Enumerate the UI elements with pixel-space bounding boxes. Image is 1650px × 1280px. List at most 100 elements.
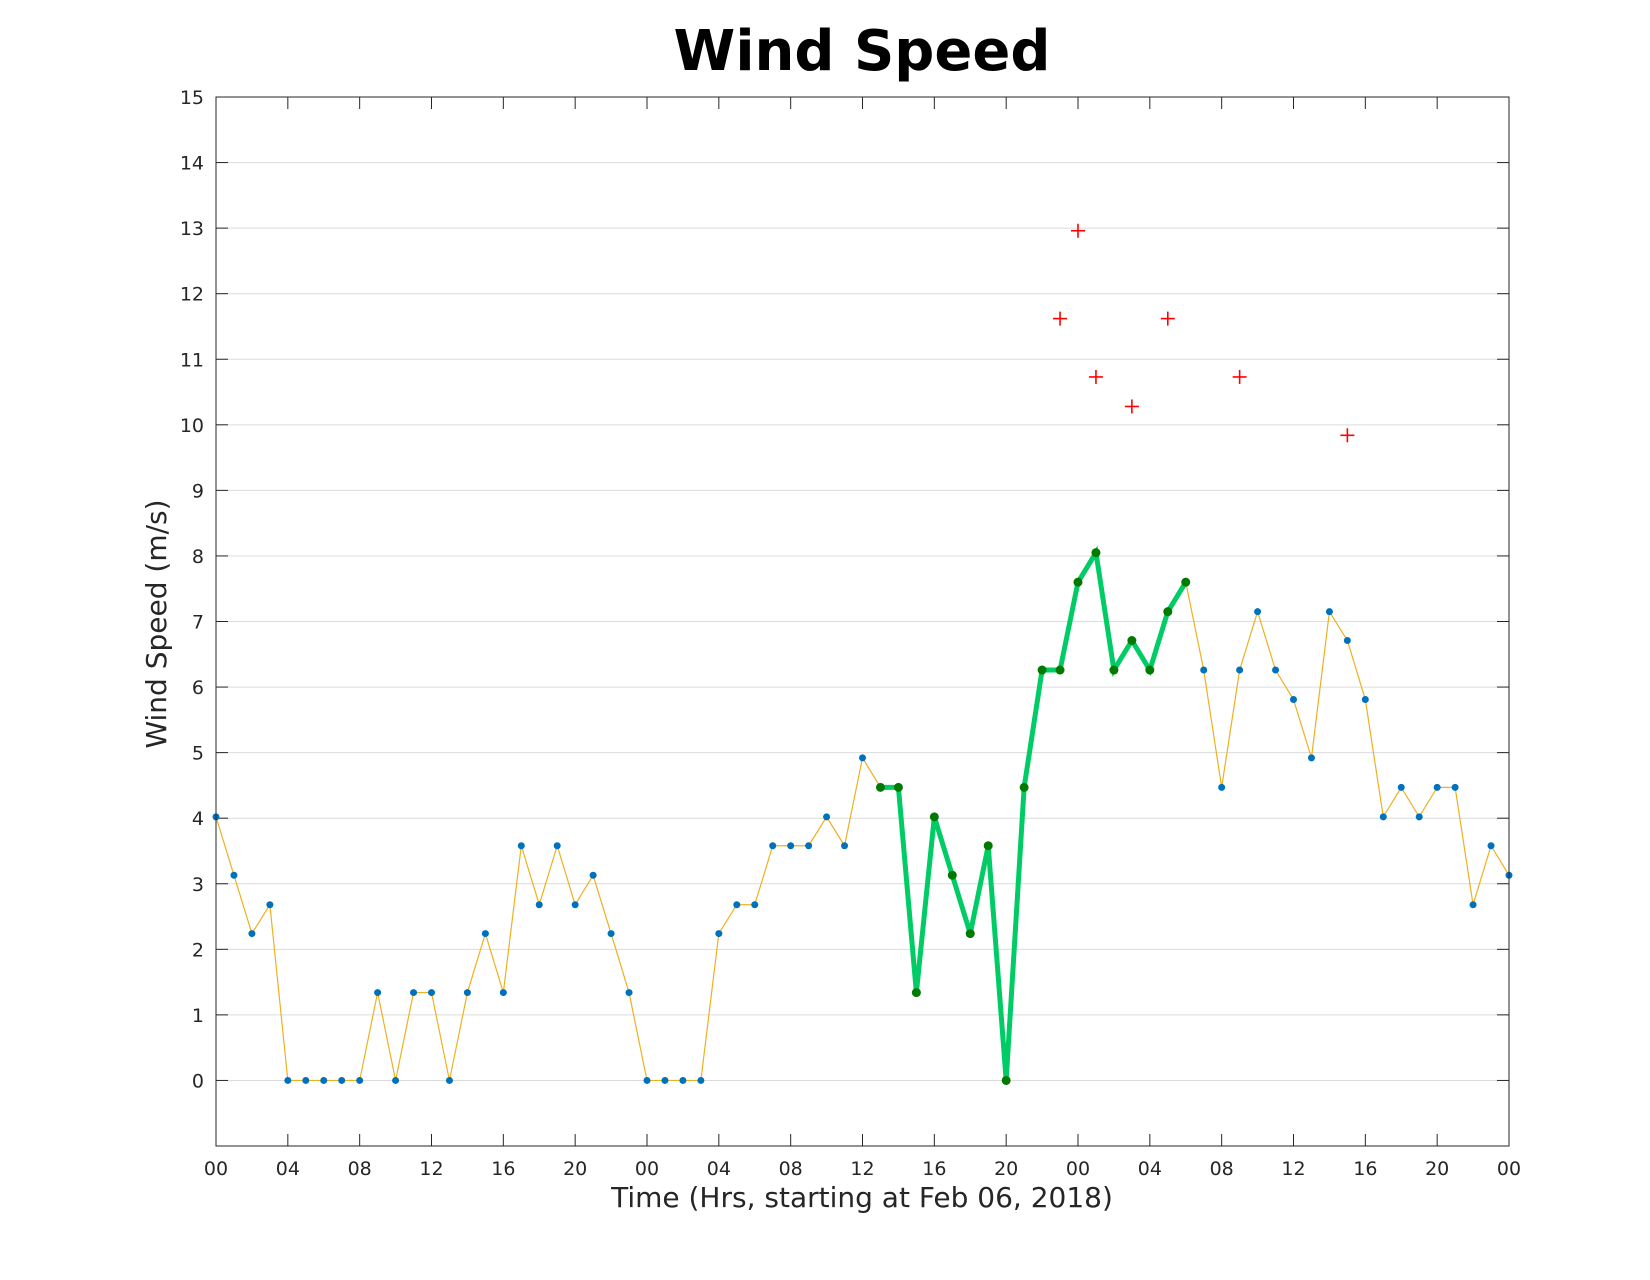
y-tick-label: 10	[180, 415, 204, 437]
highlight-point	[1109, 665, 1119, 675]
data-point	[410, 989, 418, 997]
highlight-point	[1037, 665, 1047, 675]
gust-marker	[1160, 311, 1175, 326]
x-tick-label: 20	[994, 1158, 1018, 1180]
data-point	[284, 1076, 292, 1084]
x-tick-label: 04	[276, 1158, 300, 1180]
highlight-point	[1019, 782, 1029, 792]
data-point	[751, 901, 759, 909]
data-point	[535, 901, 543, 909]
data-point	[481, 930, 489, 938]
highlight-point	[947, 870, 957, 880]
y-axis-label: Wind Speed (m/s)	[140, 499, 173, 748]
highlight-point	[1073, 577, 1083, 587]
y-tick-label: 14	[180, 153, 204, 175]
x-tick-label: 20	[563, 1158, 587, 1180]
data-point	[445, 1076, 453, 1084]
y-tick-label: 8	[192, 546, 204, 568]
x-axis-label: Time (Hrs, starting at Feb 06, 2018)	[610, 1181, 1113, 1214]
y-tick-label: 6	[192, 677, 204, 699]
data-point	[356, 1076, 364, 1084]
data-point	[1379, 813, 1387, 821]
x-tick-label: 08	[779, 1158, 803, 1180]
y-tick-label: 7	[192, 612, 204, 634]
data-point	[1307, 754, 1315, 762]
data-point	[823, 813, 831, 821]
x-tick-label: 12	[1281, 1158, 1305, 1180]
data-point	[1325, 608, 1333, 616]
data-point	[643, 1076, 651, 1084]
x-tick-label: 00	[635, 1158, 659, 1180]
highlight-point	[983, 841, 993, 851]
data-point	[374, 989, 382, 997]
data-point	[248, 930, 256, 938]
gridlines	[216, 96, 1509, 1081]
x-tick-label: 04	[1138, 1158, 1162, 1180]
series-2	[875, 545, 1191, 1085]
y-tick-label: 13	[180, 218, 204, 240]
gust-marker	[1088, 369, 1103, 384]
chart-title: Wind Speed	[674, 19, 1051, 84]
highlight-point	[1145, 665, 1155, 675]
x-tick-label: 12	[419, 1158, 443, 1180]
y-tick-label: 9	[192, 480, 204, 502]
data-point	[625, 989, 633, 997]
y-tick-label: 12	[180, 284, 204, 306]
data-point	[733, 901, 741, 909]
x-tick-label: 08	[1210, 1158, 1234, 1180]
x-tick-label: 00	[1497, 1158, 1521, 1180]
highlight-point	[1055, 665, 1065, 675]
data-point	[715, 930, 723, 938]
highlight-point	[1127, 636, 1137, 646]
data-point	[1200, 666, 1208, 674]
data-point	[1469, 901, 1477, 909]
data-point	[338, 1076, 346, 1084]
data-point	[679, 1076, 687, 1084]
series-3	[1053, 223, 1355, 443]
data-point	[661, 1076, 669, 1084]
data-point	[517, 842, 525, 850]
data-point	[859, 754, 866, 762]
highlight-point	[1001, 1075, 1011, 1085]
data-point	[1361, 696, 1369, 704]
y-tick-label: 0	[192, 1070, 204, 1092]
highlight-point	[965, 929, 975, 939]
y-tick-label: 4	[192, 808, 204, 830]
x-tick-label: 04	[707, 1158, 731, 1180]
data-point	[1290, 696, 1297, 704]
highlight-line	[880, 545, 1188, 1081]
highlight-point	[1181, 577, 1191, 587]
x-tick-label: 08	[348, 1158, 372, 1180]
data-point	[320, 1076, 328, 1084]
data-point	[1451, 783, 1459, 791]
data-point	[1218, 783, 1226, 791]
x-tick-label: 16	[491, 1158, 515, 1180]
gust-marker	[1340, 428, 1355, 443]
gust-marker	[1071, 223, 1085, 238]
data-point	[1433, 783, 1441, 791]
data-point	[1272, 666, 1280, 674]
x-tick-label: 16	[922, 1158, 946, 1180]
data-point	[589, 871, 597, 879]
data-point	[1415, 813, 1423, 821]
data-point	[553, 842, 561, 850]
highlight-point	[1091, 548, 1101, 558]
data-point	[571, 901, 579, 909]
plot-series	[212, 223, 1513, 1085]
highlight-point	[875, 782, 885, 792]
data-point	[697, 1076, 705, 1084]
highlight-point	[1163, 607, 1173, 617]
data-point	[302, 1076, 310, 1084]
highlight-point	[929, 812, 939, 822]
axes-box	[215, 96, 1510, 1147]
x-tick-label: 20	[1425, 1158, 1449, 1180]
gust-marker	[1053, 311, 1068, 326]
y-tick-label: 2	[192, 939, 204, 961]
data-point	[1254, 608, 1262, 616]
data-point	[1236, 666, 1244, 674]
data-point	[230, 871, 238, 879]
y-tick-label: 5	[192, 743, 204, 765]
data-point	[787, 842, 795, 850]
